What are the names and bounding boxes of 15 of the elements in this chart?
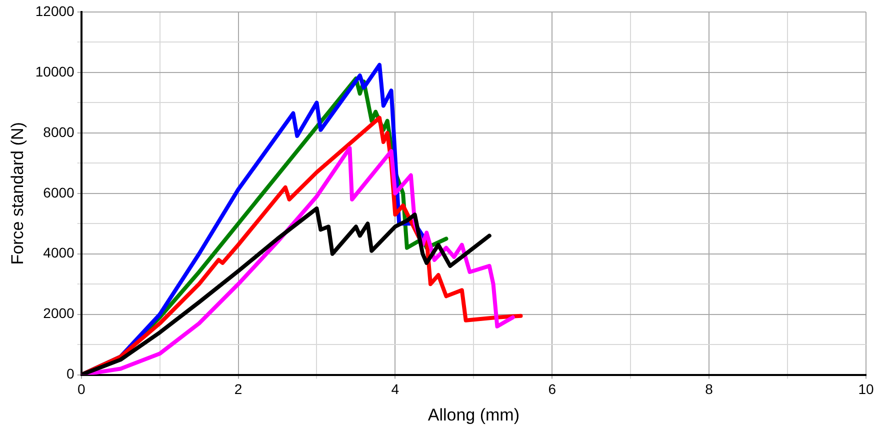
x-tick-label: 2 bbox=[234, 381, 242, 398]
y-tick-label: 10000 bbox=[35, 63, 75, 80]
y-tick-label: 2000 bbox=[43, 305, 75, 322]
y-tick-label: 8000 bbox=[43, 124, 75, 140]
y-tick-label: 12000 bbox=[35, 2, 75, 19]
y-tick-label: 6000 bbox=[43, 184, 75, 200]
y-tick-label: 0 bbox=[66, 366, 75, 382]
x-tick-label: 6 bbox=[548, 381, 556, 398]
x-tick-label: 8 bbox=[705, 381, 714, 398]
x-tick-label: 0 bbox=[77, 381, 86, 398]
y-axis-title: Force standard (N) bbox=[8, 122, 27, 265]
x-tick-label: 4 bbox=[391, 381, 400, 398]
x-axis-title: Allong (mm) bbox=[428, 405, 520, 424]
x-tick-label: 10 bbox=[858, 381, 874, 398]
y-tick-label: 4000 bbox=[43, 244, 75, 261]
